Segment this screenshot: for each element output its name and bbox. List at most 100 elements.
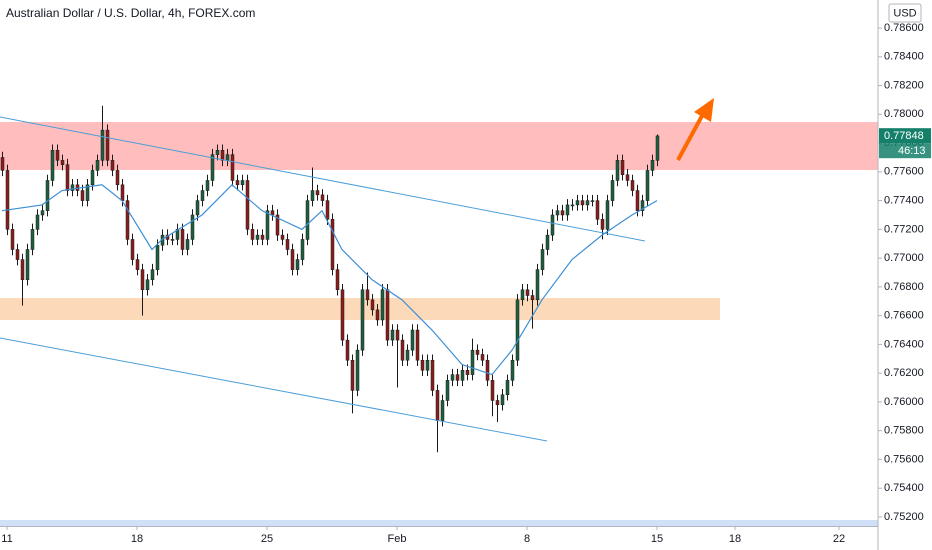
candle-body (635, 190, 640, 211)
candle-body (180, 229, 185, 250)
currency-label[interactable]: USD (893, 7, 916, 19)
candle-body (375, 309, 380, 321)
candle-body (255, 234, 260, 240)
candle-body (95, 160, 100, 171)
candle-body (595, 200, 600, 220)
candle-body (450, 374, 455, 381)
candle-body (305, 200, 310, 240)
candle-body (215, 150, 220, 155)
candle-body (505, 380, 510, 395)
candle-body (545, 234, 550, 250)
candle-body (440, 400, 445, 421)
x-tick-label: 18 (131, 533, 143, 545)
y-tick-label: 0.77600 (884, 166, 924, 178)
y-tick-label: 0.75600 (884, 453, 924, 465)
candle-body (140, 269, 145, 291)
candle-body (205, 180, 210, 191)
candle-body (145, 279, 150, 291)
candle-body (70, 184, 75, 191)
candle-body (45, 180, 50, 211)
arrow-shaft (676, 113, 705, 161)
candle-body (510, 359, 515, 381)
candles (0, 105, 660, 453)
y-tick-label: 0.77200 (884, 223, 924, 235)
candle-body (320, 194, 325, 201)
candle-body (260, 234, 265, 240)
candle-body (185, 239, 190, 250)
candle-body (225, 154, 230, 161)
countdown-label: 46:13 (898, 145, 926, 157)
y-tick-label: 0.78600 (884, 22, 924, 34)
candle-body (50, 150, 55, 181)
candle-body (345, 339, 350, 361)
candle-body (190, 214, 195, 240)
x-tick-label: 8 (524, 533, 530, 545)
y-tick-label: 0.76600 (884, 310, 924, 322)
candle-body (460, 370, 465, 381)
candle-body (475, 349, 480, 355)
range-strip (0, 520, 878, 526)
candle-body (335, 269, 340, 291)
candle-body (605, 200, 610, 230)
currency-button[interactable] (888, 3, 922, 23)
chart-title: Australian Dollar / U.S. Dollar, 4h, FOR… (6, 6, 255, 20)
candle-body (430, 359, 435, 391)
candle-body (410, 329, 415, 351)
candle-body (425, 359, 430, 371)
candle-body (655, 135, 660, 161)
candle-body (270, 210, 275, 216)
candle-body (495, 400, 500, 406)
candle-body (220, 150, 225, 161)
last-price-box (879, 128, 931, 144)
candle-body (370, 299, 375, 311)
y-tick-label: 0.76200 (884, 367, 924, 379)
candle-body (5, 170, 10, 230)
y-tick-label: 0.78000 (884, 108, 924, 120)
y-tick-label: 0.76400 (884, 338, 924, 350)
candle-body (250, 229, 255, 240)
candle-body (465, 370, 470, 375)
trend-line (0, 116, 646, 242)
moving-average (1, 183, 658, 376)
arrow-head (694, 98, 714, 122)
candle-body (85, 184, 90, 201)
candle-body (640, 200, 645, 211)
candle-body (360, 289, 365, 351)
support-zone (0, 298, 720, 320)
candle-body (400, 339, 405, 361)
y-tick-label: 0.76000 (884, 396, 924, 408)
candle-body (445, 380, 450, 401)
candle-body (200, 190, 205, 201)
candle-body (625, 174, 630, 181)
candle-body (195, 200, 200, 216)
candle-body (455, 374, 460, 381)
candle-body (150, 269, 155, 280)
trend-line (0, 337, 548, 442)
candle-body (285, 239, 290, 250)
candle-body (555, 210, 560, 216)
axes: 0.786000.784000.782000.780000.778000.776… (1, 22, 931, 545)
candle-body (420, 359, 425, 371)
candle-body (355, 349, 360, 391)
candle-body (365, 289, 370, 301)
candle-body (525, 289, 530, 296)
candle-body (485, 359, 490, 381)
candle-body (105, 129, 110, 161)
candle-body (130, 239, 135, 260)
candle-body (155, 244, 160, 270)
candle-body (405, 349, 410, 361)
candle-body (280, 234, 285, 240)
candle-body (325, 200, 330, 220)
candle-body (350, 359, 355, 391)
x-tick-label: 18 (729, 533, 741, 545)
candle-body (100, 129, 105, 161)
candle-body (125, 200, 130, 240)
x-tick-label: 15 (651, 533, 663, 545)
candle-body (340, 289, 345, 341)
candle-body (630, 180, 635, 191)
candle-body (435, 390, 440, 421)
candle-body (565, 204, 570, 216)
candle-body (580, 200, 585, 206)
candle-body (135, 259, 140, 270)
